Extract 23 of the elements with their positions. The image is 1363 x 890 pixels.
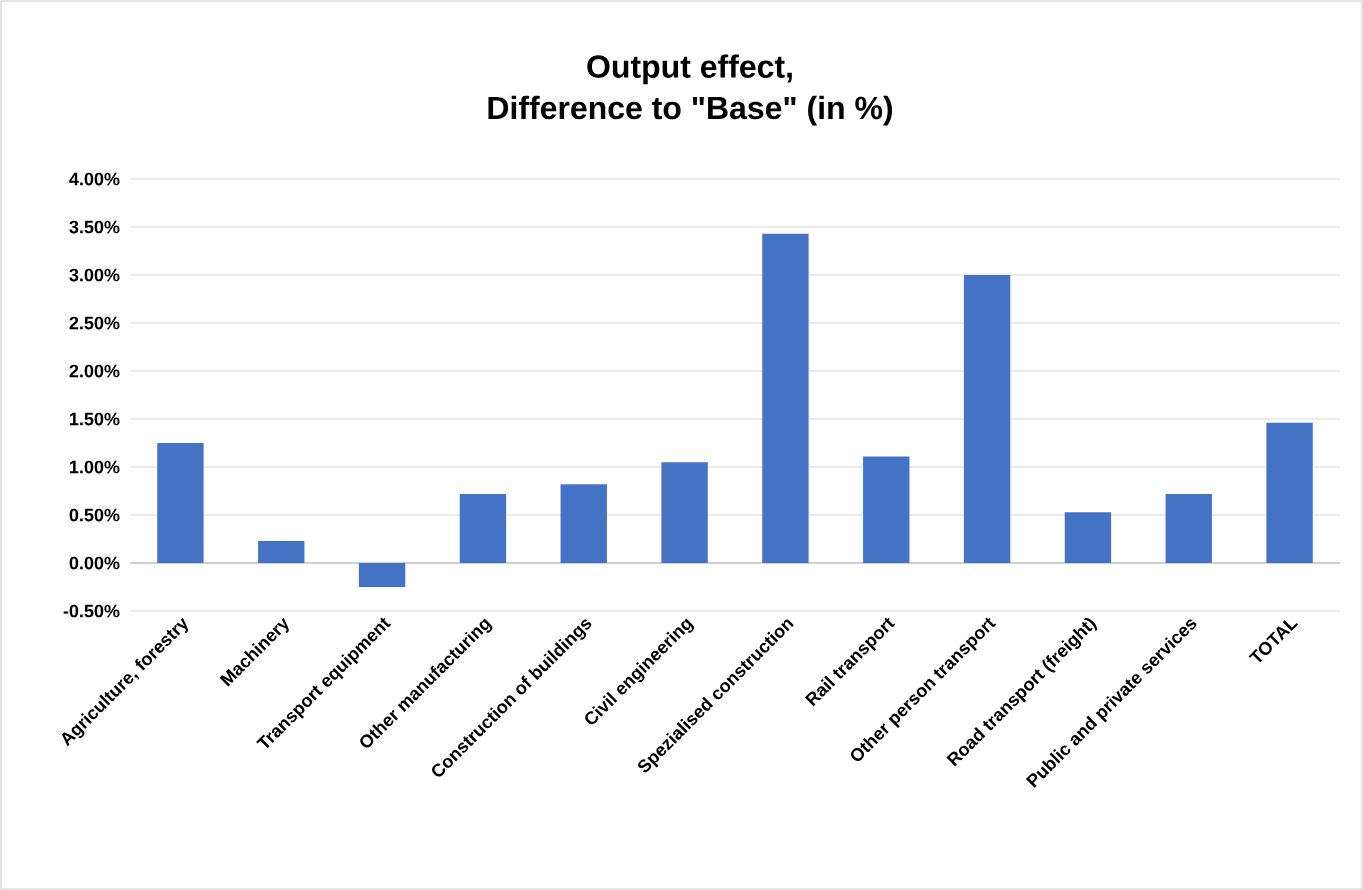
bar bbox=[459, 493, 507, 564]
y-tick-label: 0.50% bbox=[69, 508, 120, 522]
bar bbox=[1165, 493, 1212, 564]
bar bbox=[963, 275, 1011, 564]
y-tick-label: 1.00% bbox=[70, 460, 120, 474]
chart-title: Output effect, Difference to "Base" (in %) bbox=[488, 54, 893, 126]
y-tick-label: 3.00% bbox=[69, 268, 120, 282]
bar bbox=[157, 443, 204, 564]
y-tick-label: 3.50% bbox=[69, 220, 120, 234]
y-tick-label: 2.50% bbox=[69, 316, 120, 330]
bar bbox=[1064, 512, 1112, 564]
bar bbox=[258, 540, 305, 564]
bar bbox=[1266, 422, 1313, 564]
bar bbox=[762, 233, 809, 564]
y-tick-label: 0.00% bbox=[69, 556, 120, 570]
y-tick-label: 4.00% bbox=[69, 172, 120, 186]
bar bbox=[863, 456, 910, 564]
y-tick-label: 1.50% bbox=[70, 412, 120, 426]
y-tick-label: 2.00% bbox=[69, 364, 120, 378]
bar bbox=[358, 563, 406, 588]
bar bbox=[661, 462, 708, 564]
y-tick-label: -0.50% bbox=[63, 604, 120, 618]
bar bbox=[560, 484, 607, 564]
